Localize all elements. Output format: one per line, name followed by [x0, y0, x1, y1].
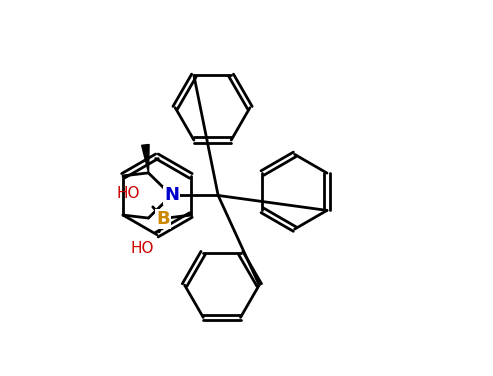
Text: B: B: [156, 210, 170, 228]
Text: HO: HO: [130, 241, 153, 256]
Text: HO: HO: [117, 186, 141, 201]
Polygon shape: [141, 144, 149, 173]
Text: N: N: [164, 186, 179, 205]
